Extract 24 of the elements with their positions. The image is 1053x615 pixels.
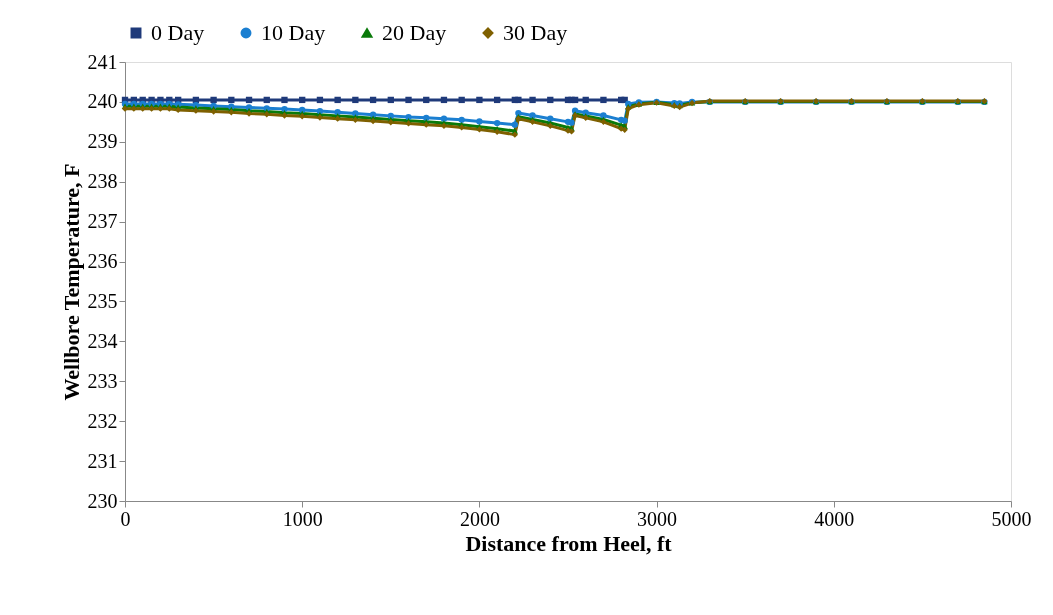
x-tick-label: 4000: [814, 507, 855, 530]
y-axis-title: Wellbore Temperature, F: [58, 163, 84, 401]
x-axis-title: Distance from Heel, ft: [465, 530, 673, 556]
y-tick-label: 235: [87, 289, 118, 312]
y-tick-label: 232: [87, 409, 118, 432]
legend-label: 20 Day: [382, 20, 447, 45]
x-tick-label: 3000: [637, 507, 678, 530]
legend-label: 30 Day: [503, 20, 568, 45]
x-tick-label: 2000: [459, 507, 500, 530]
x-tick-label: 0: [120, 507, 131, 530]
legend-label: 10 Day: [261, 20, 326, 45]
y-tick-label: 238: [87, 170, 118, 193]
x-tick-label: 5000: [991, 507, 1032, 530]
y-tick-label: 236: [87, 250, 118, 273]
y-tick-label: 233: [87, 369, 118, 392]
y-tick-label: 231: [87, 449, 118, 472]
legend-label: 0 Day: [151, 20, 205, 45]
y-tick-label: 230: [87, 489, 118, 512]
y-tick-label: 234: [87, 329, 118, 352]
y-tick-label: 240: [87, 90, 118, 113]
y-tick-label: 237: [87, 210, 118, 233]
y-tick-label: 239: [87, 130, 118, 153]
y-tick-label: 241: [87, 50, 118, 73]
x-tick-label: 1000: [282, 507, 323, 530]
